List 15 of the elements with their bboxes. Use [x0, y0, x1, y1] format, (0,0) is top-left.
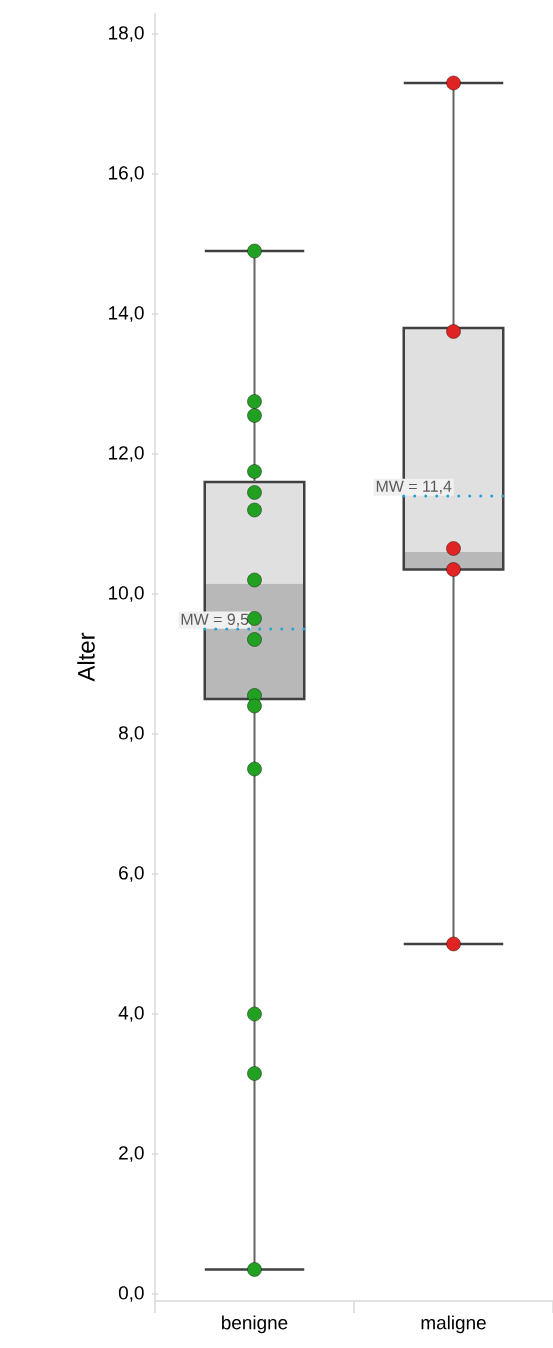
- x-tick-label: benigne: [222, 1315, 288, 1334]
- y-tick-label: 10,0: [109, 586, 144, 602]
- y-tick-label: 6,0: [119, 866, 144, 882]
- y-tick-label: 0,0: [118, 1286, 144, 1302]
- annotation: MW = 9,5: [181, 613, 249, 627]
- annotation: MW = 11,4: [376, 480, 452, 494]
- y-tick-label: 4,0: [118, 1006, 144, 1022]
- y-tick-label: 14,0: [109, 306, 144, 322]
- x-tick-label: maligne: [421, 1315, 486, 1334]
- y-tick-label: 2,0: [119, 1146, 144, 1162]
- y-axis-title: Alter: [77, 632, 95, 682]
- y-tick-label: 12,0: [109, 446, 144, 462]
- y-tick-label: 16,0: [109, 166, 144, 182]
- y-tick-label: 18,0: [109, 26, 144, 42]
- y-tick-label: 8,0: [118, 726, 144, 742]
